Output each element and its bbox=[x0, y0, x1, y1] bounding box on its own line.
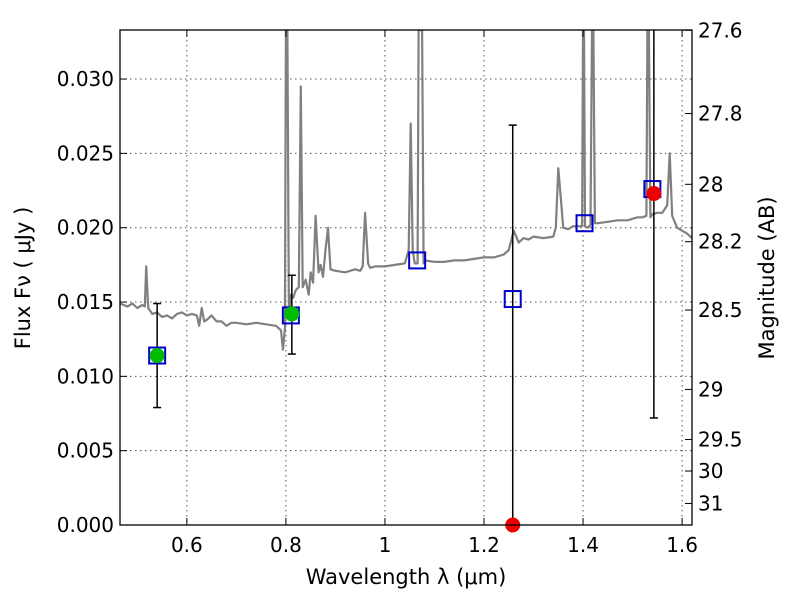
x-tick-label: 1.2 bbox=[468, 533, 500, 557]
model-band-square bbox=[148, 346, 167, 365]
x-tick-label: 1.4 bbox=[567, 533, 599, 557]
grid bbox=[120, 30, 692, 525]
spectrum-line bbox=[120, 30, 692, 351]
right-tick-label: 31 bbox=[698, 491, 723, 515]
right-tick-label: 28.5 bbox=[698, 298, 743, 322]
plot-area bbox=[120, 30, 692, 351]
y-tick-label: 0.020 bbox=[57, 216, 114, 240]
y-tick-label: 0.030 bbox=[57, 67, 114, 91]
axes: 0.6 0.8 1 1.2 1.4 1.6 0.000 0.005 0.010 0.015 0.02… bbox=[57, 18, 743, 557]
y-right-axis-label: Magnitude (AB) bbox=[755, 196, 779, 359]
observed-point bbox=[284, 306, 300, 322]
y-axis-label: Flux Fν ( μJy ) bbox=[11, 207, 35, 350]
right-tick-label: 30 bbox=[698, 459, 723, 483]
model-band-square bbox=[503, 290, 522, 309]
y-tick-label: 0.005 bbox=[57, 439, 114, 463]
plot-frame bbox=[119, 29, 693, 526]
x-axis-label: Wavelength λ (μm) bbox=[306, 565, 507, 589]
y-tick-label: 0.000 bbox=[57, 513, 114, 537]
right-tick-label: 27.8 bbox=[698, 102, 743, 126]
x-tick-label: 0.8 bbox=[270, 533, 302, 557]
right-tick-label: 27.6 bbox=[698, 18, 743, 42]
right-tick-label: 29.5 bbox=[698, 428, 743, 452]
right-tick-label: 29 bbox=[698, 377, 723, 401]
right-tick-label: 28.2 bbox=[698, 230, 743, 254]
x-tick-label: 1.6 bbox=[666, 533, 698, 557]
model-band-square bbox=[575, 214, 594, 233]
y-tick-label: 0.010 bbox=[57, 364, 114, 388]
x-tick-label: 1 bbox=[379, 533, 392, 557]
observed-point bbox=[646, 186, 662, 202]
x-tick-label: 0.6 bbox=[171, 533, 203, 557]
y-tick-label: 0.025 bbox=[57, 141, 114, 165]
y-tick-label: 0.015 bbox=[57, 290, 114, 314]
right-tick-label: 28 bbox=[698, 172, 723, 196]
model-band-square bbox=[408, 251, 427, 270]
observed-point bbox=[149, 348, 165, 364]
